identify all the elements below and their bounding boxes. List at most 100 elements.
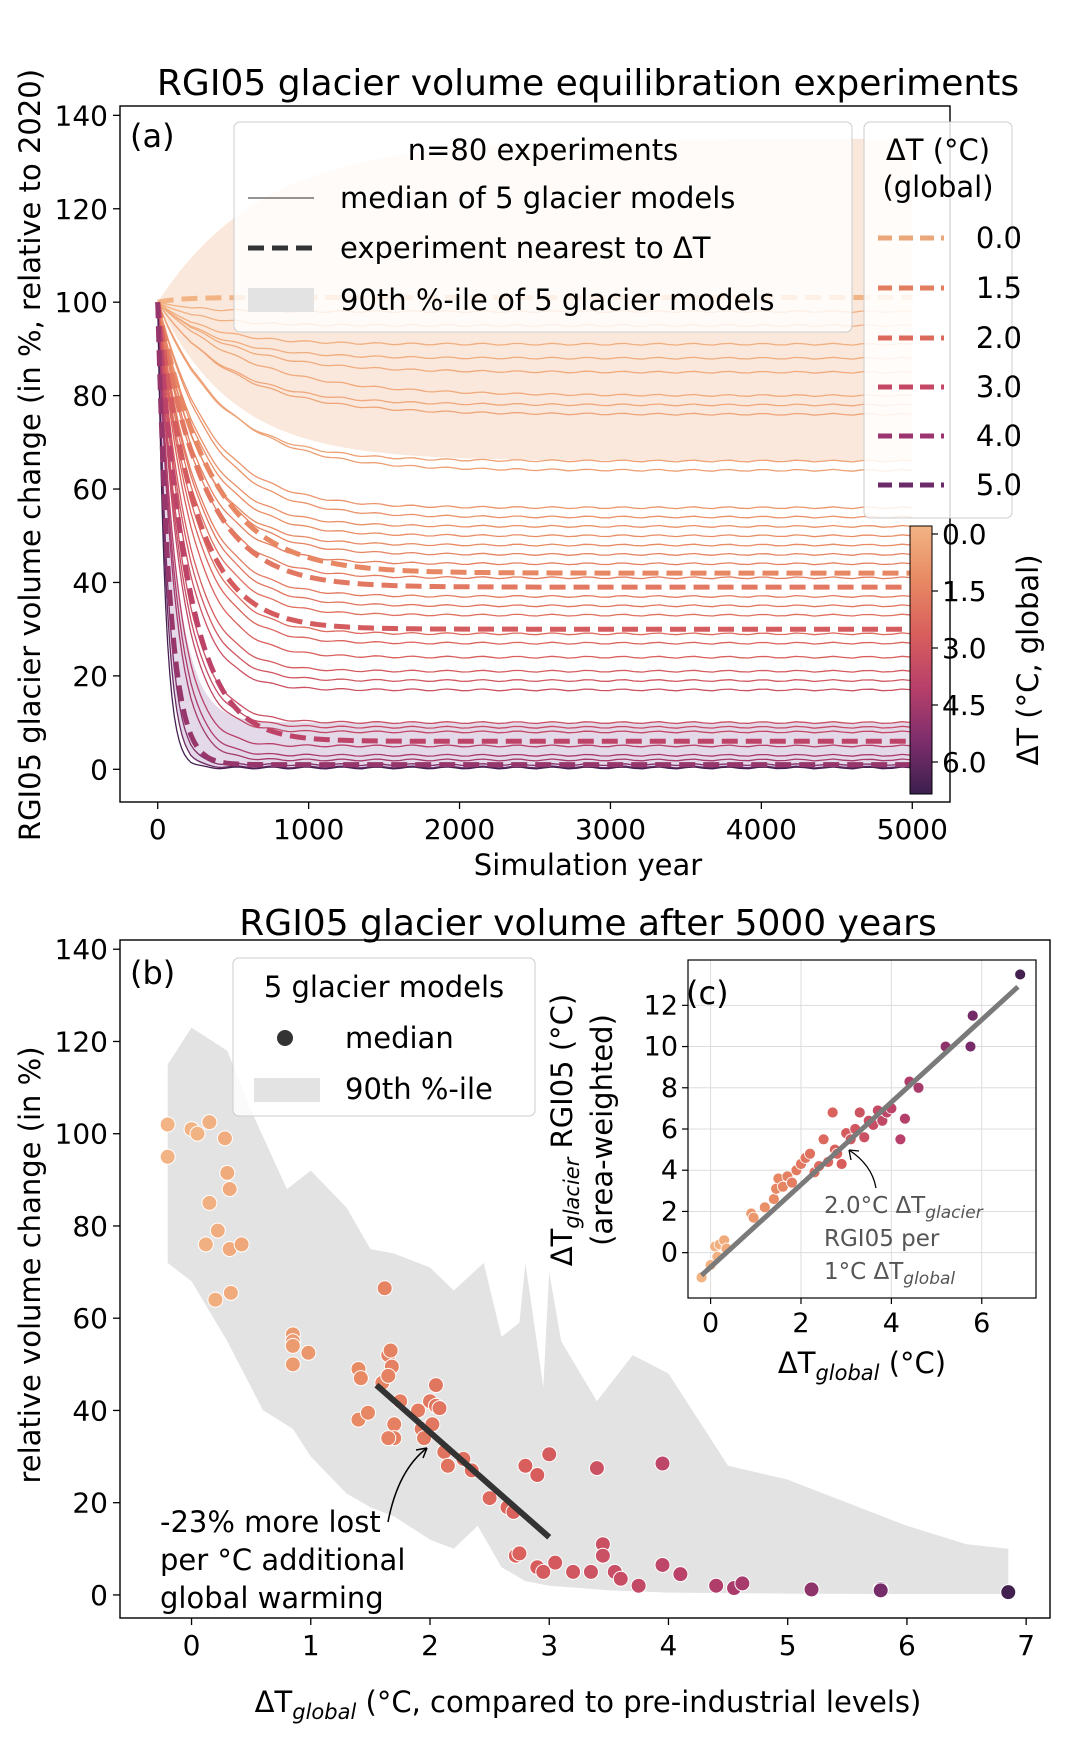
top-legend-item-3: 90th %-ile of 5 glacier models: [340, 283, 775, 317]
bottom-xtick-label-5: 5: [779, 1629, 797, 1662]
inset-ytick-label-4: 8: [661, 1073, 678, 1104]
top-thin-line-9: [157, 301, 913, 472]
top-xlabel: Simulation year: [474, 848, 702, 882]
top-thin-line-22: [157, 302, 913, 645]
top-title: RGI05 glacier volume equilibration exper…: [157, 63, 1019, 104]
top-x-ticks: 0 1000 2000 3000 4000 5000: [149, 802, 948, 846]
inset-annotation-arrow: [848, 1149, 877, 1189]
bottom-p90-band-area: [167, 1027, 1009, 1594]
inset-point-45: [966, 1009, 979, 1022]
top-xtick-label-2: 2000: [424, 813, 495, 846]
bottom-point-67: [672, 1566, 689, 1583]
bottom-y-ticks: 0 20 40 60 80 100 120 140: [55, 933, 120, 1612]
top-y-ticks: 0 20 40 60 80 100 120 140: [55, 99, 120, 786]
bottom-annotation-line-3: global warming: [160, 1581, 384, 1615]
top-thin-line-21: [157, 302, 913, 636]
bottom-title: RGI05 glacier volume after 5000 years: [239, 903, 936, 944]
top-legend-box: [233, 121, 853, 333]
inset-ytick-label-2: 4: [661, 1155, 678, 1186]
dt-legend-value-1: 1.5: [976, 271, 1022, 305]
bottom-ytick-label-4: 80: [72, 1210, 108, 1243]
bottom-annotation-line-1: -23% more lost: [160, 1505, 381, 1539]
dt-legend-title-1: ΔT (°C): [886, 133, 990, 167]
top-xtick-label-0: 0: [149, 813, 167, 846]
legend-band-sample: [248, 288, 314, 312]
inset-ytick-label-1: 2: [661, 1196, 678, 1227]
inset-point-31: [853, 1106, 866, 1119]
bottom-annotation-line-2: per °C additional: [160, 1543, 405, 1577]
bottom-legend-box: [232, 957, 536, 1117]
inset-xtick-label-3: 6: [973, 1308, 990, 1339]
bottom-xtick-label-1: 1: [302, 1629, 320, 1662]
bottom-annotation: -23% more lost per °C additional global …: [160, 1447, 428, 1615]
bottom-ytick-label-3: 60: [72, 1302, 108, 1335]
dt-legend-value-0: 0.0: [976, 221, 1022, 255]
bottom-legend-item-2: 90th %-ile: [345, 1072, 493, 1106]
inset-xtick-label-2: 4: [883, 1308, 900, 1339]
top-dashed-line-3.0: [155, 301, 913, 632]
bottom-xtick-label-7: 7: [1017, 1629, 1035, 1662]
colorbar-label: ΔT (°C, global): [1011, 554, 1045, 765]
bottom-xtick-label-6: 6: [898, 1629, 916, 1662]
bottom-xtick-label-0: 0: [183, 1629, 201, 1662]
bottom-point-23: [360, 1404, 376, 1421]
top-dashed-line-1.5: [155, 301, 913, 576]
bottom-point-54: [529, 1467, 546, 1484]
top-ytick-label-0: 0: [90, 753, 108, 786]
top-thin-line-28: [157, 302, 913, 729]
bottom-xtick-label-2: 2: [421, 1629, 439, 1662]
inset-annotation-line-1: 2.0°C ΔTglacier: [824, 1193, 984, 1223]
top-ylabel: RGI05 glacier volume change (in %, relat…: [13, 69, 47, 841]
top-thin-line-16: [157, 302, 913, 566]
inset-ylabel: ΔTglacier RGI05 (°C): [545, 994, 584, 1266]
bottom-point-1: [159, 1148, 176, 1165]
top-ytick-label-1: 20: [72, 660, 108, 693]
bottom-xtick-label-4: 4: [660, 1629, 678, 1662]
dt-legend-box: [863, 121, 1013, 519]
inset-x-ticks: 0 2 4 6: [702, 1298, 990, 1339]
bottom-legend: 5 glacier models median 90th %-ile: [232, 957, 536, 1117]
inset-point-46: [1014, 968, 1027, 981]
top-thin-line-29: [157, 302, 913, 734]
bottom-point-64: [630, 1577, 647, 1594]
bottom-point-14: [233, 1236, 250, 1253]
panel-c: 0 2 4 6 0 2 4 6 8 10 12 (c) ΔTglobal (°C) ΔTglaci…: [545, 959, 1037, 1385]
top-thin-line-32: [157, 302, 913, 762]
inset-point-19: [804, 1147, 816, 1160]
bottom-annotation-arrow: [387, 1447, 428, 1523]
top-ytick-label-7: 140: [55, 99, 108, 132]
inset-panel-label: (c): [686, 974, 729, 1012]
bottom-point-43: [439, 1457, 456, 1474]
bottom-point-57: [565, 1563, 582, 1580]
top-ytick-label-3: 60: [72, 473, 108, 506]
top-legend-title: n=80 experiments: [408, 133, 678, 167]
top-thin-line-18: [157, 302, 913, 599]
colorbar-tick-label-3: 4.5: [942, 689, 987, 722]
bottom-point-56: [547, 1554, 564, 1571]
bottom-point-63: [612, 1570, 629, 1587]
colorbar-tick-label-4: 6.0: [942, 746, 987, 779]
inset-point-9: [758, 1201, 771, 1214]
top-ytick-label-2: 40: [72, 566, 108, 599]
top-xtick-label-1: 1000: [273, 813, 344, 846]
bottom-axes-frame: [119, 939, 1051, 1619]
colorbar: 0.0 1.5 3.0 4.5 6.0 ΔT (°C, global): [909, 518, 1045, 795]
bottom-point-21: [352, 1370, 369, 1387]
bottom-ytick-label-6: 120: [55, 1025, 108, 1058]
top-xtick-label-5: 5000: [877, 813, 948, 846]
inset-ytick-label-0: 0: [661, 1238, 678, 1269]
top-ytick-label-6: 120: [55, 193, 108, 226]
top-thin-line-35: [157, 302, 913, 770]
dt-legend-value-2: 2.0: [976, 321, 1022, 355]
inset-fit-segment: [699, 984, 1020, 1278]
dt-legend-value-3: 3.0: [976, 370, 1022, 404]
bottom-point-40: [427, 1377, 444, 1394]
inset-fit-line: [699, 984, 1020, 1278]
inset-point-15: [786, 1176, 798, 1189]
bottom-p90-band: [167, 1027, 1009, 1594]
inset-ylabel-line-2: (area-weighted): [585, 1014, 619, 1246]
bottom-x-ticks: 0 1 2 3 4 5 6 7: [183, 1618, 1035, 1662]
inset-ytick-label-5: 10: [644, 1032, 678, 1063]
top-xtick-label-3: 3000: [575, 813, 646, 846]
inset-annotation-line-2: RGI05 per: [824, 1226, 940, 1252]
